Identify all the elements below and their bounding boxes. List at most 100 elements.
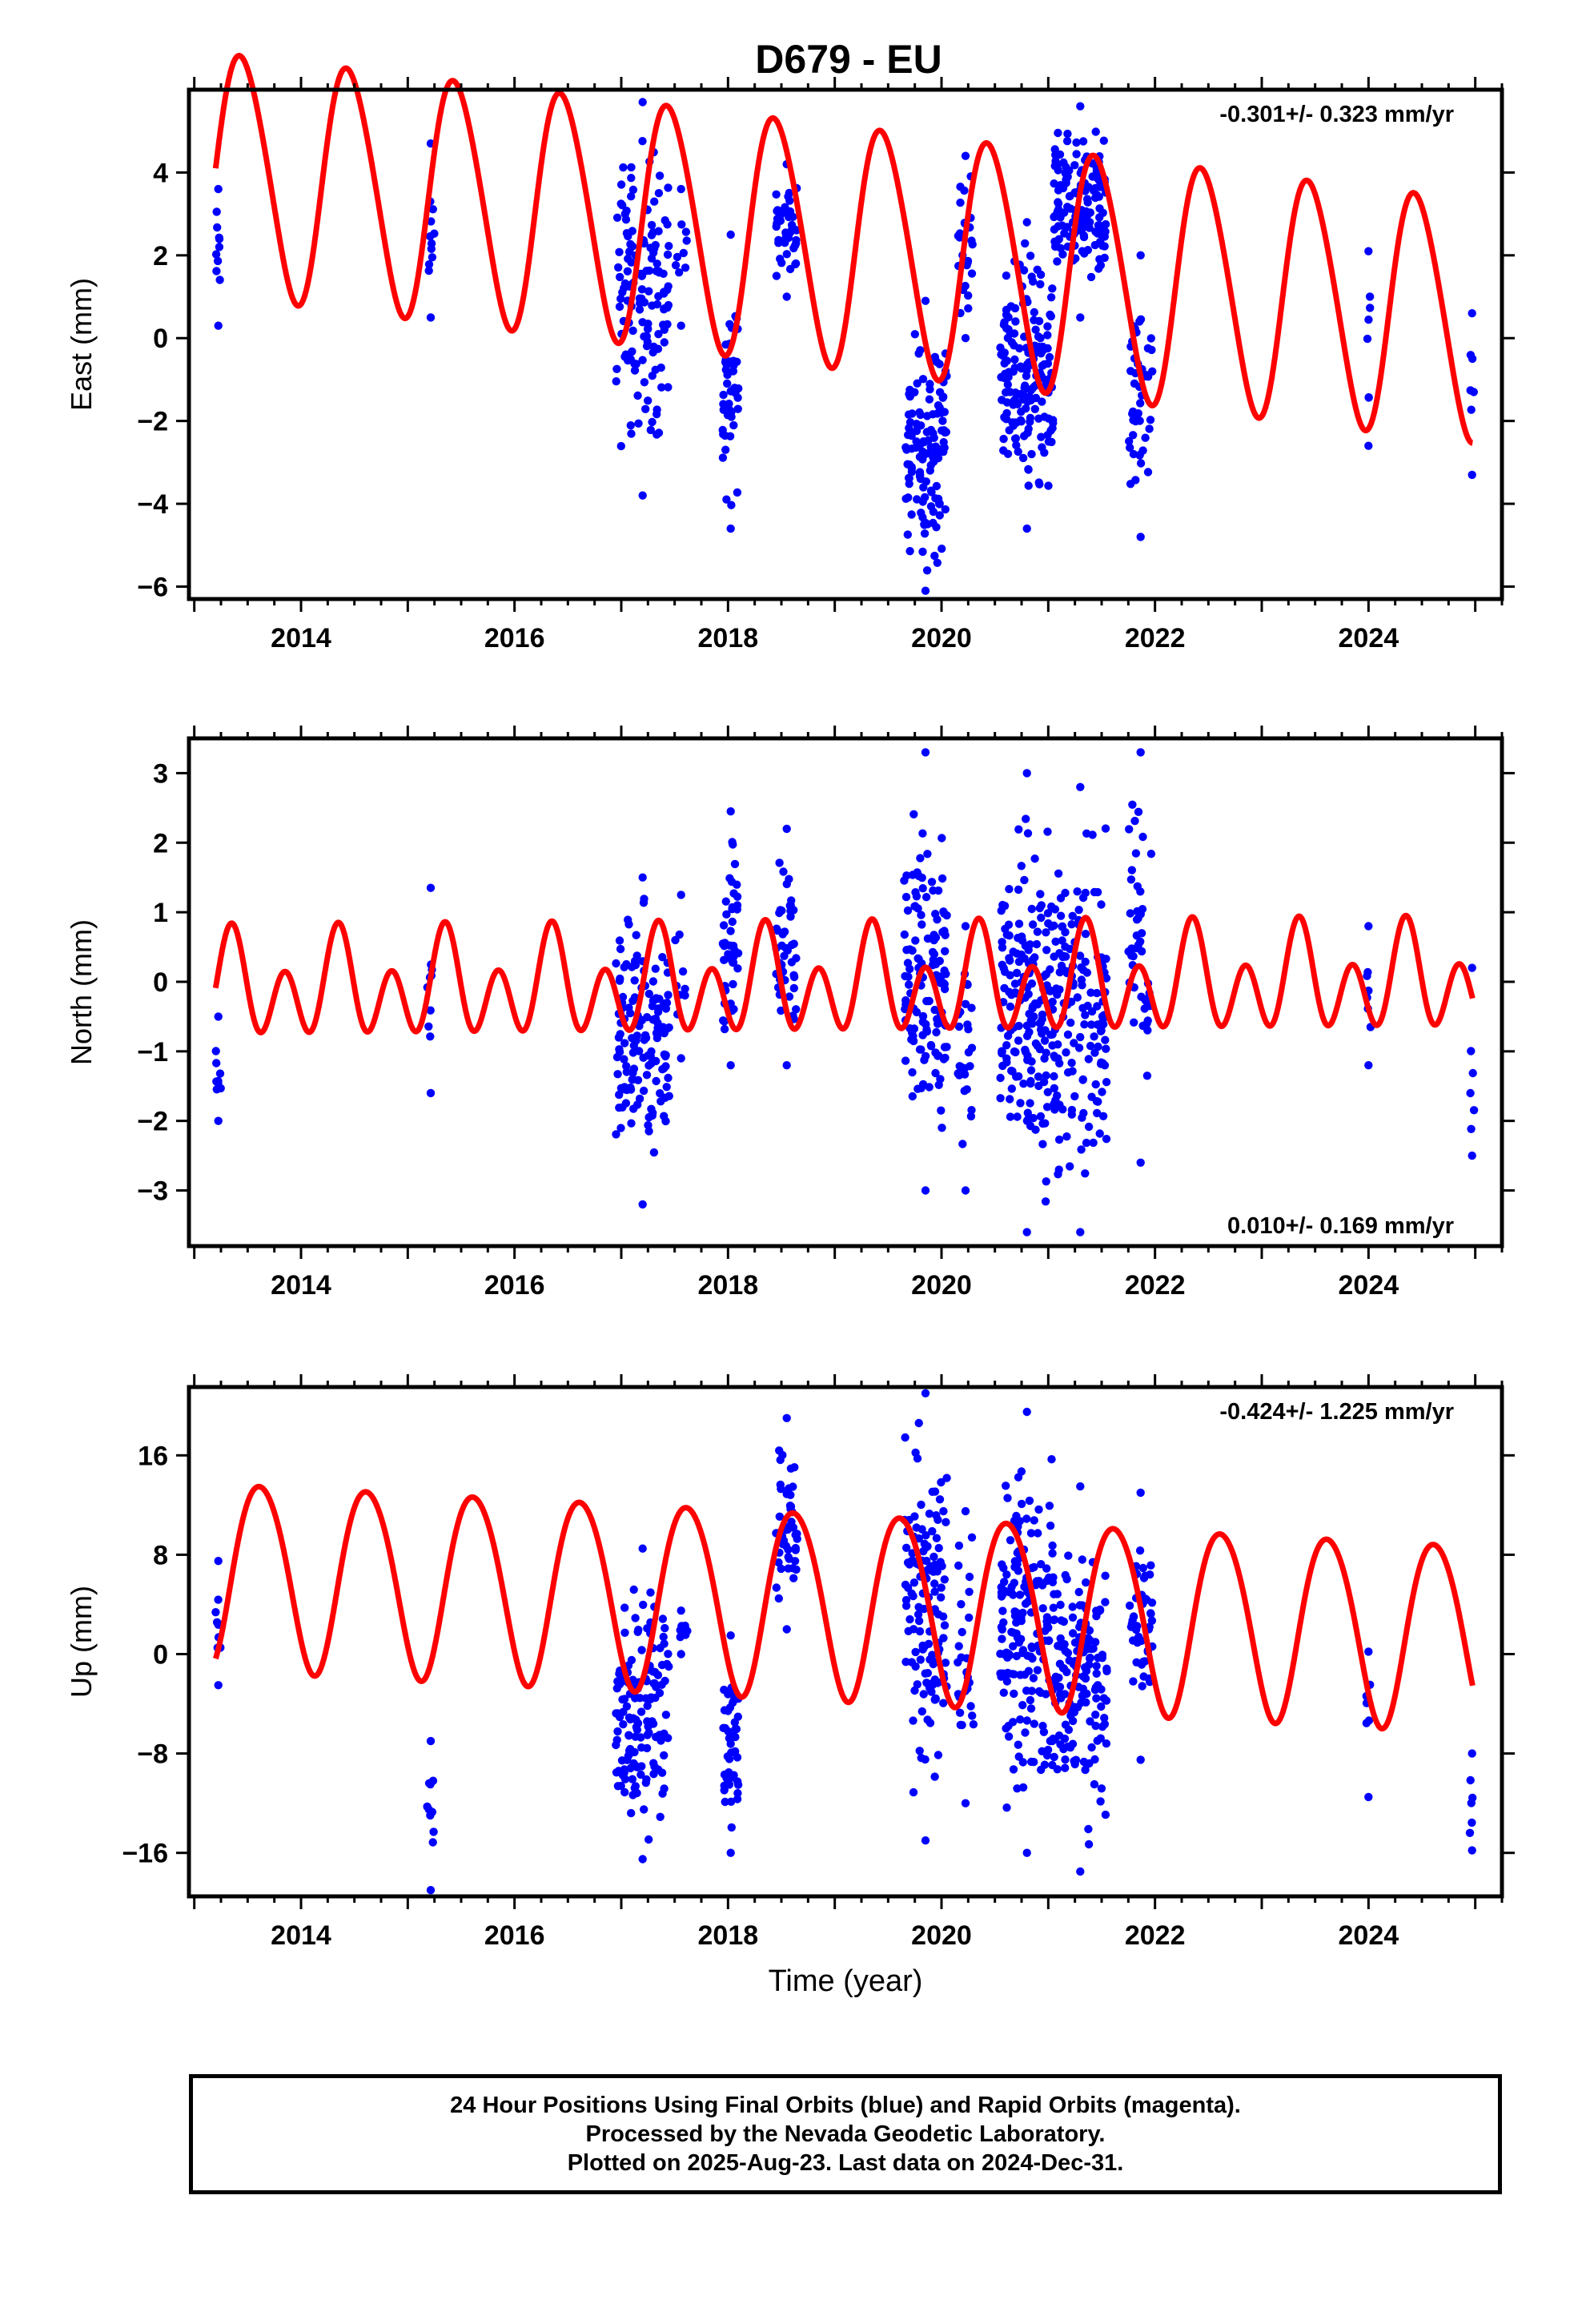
data-point [1050,242,1060,251]
data-point [1068,1716,1078,1726]
data-point [214,1681,223,1690]
data-point [659,1064,669,1073]
data-point [728,917,737,927]
data-point [1050,1752,1058,1762]
data-point [619,1720,628,1729]
data-point [1022,524,1031,533]
data-point [214,184,223,194]
data-point [941,1659,950,1667]
data-point [1098,1059,1107,1068]
data-point [900,930,909,939]
data-point [1056,1634,1065,1643]
data-point [789,1523,798,1532]
y-tick-label: −6 [137,572,168,602]
data-point [930,1579,939,1588]
data-point [1058,183,1068,193]
data-point [913,1680,922,1689]
data-point [903,530,913,539]
data-point [1095,204,1104,213]
data-point [1082,968,1092,977]
data-point [1031,1039,1041,1048]
data-point [1143,1026,1152,1035]
data-point [969,1720,978,1729]
data-point [1038,443,1046,452]
data-point [1097,900,1106,909]
data-point [926,502,936,511]
data-point [718,453,728,462]
data-point [1024,1667,1034,1675]
data-point [730,1718,739,1727]
data-point [1099,227,1109,235]
data-point [1009,1590,1018,1599]
data-point [1043,827,1052,836]
data-point [1040,1036,1050,1045]
observation-points [211,98,1479,595]
data-point [1085,1759,1094,1768]
data-point [1086,1653,1094,1663]
data-point [933,558,942,567]
data-point [1002,1570,1011,1579]
data-point [624,356,632,365]
data-point [1091,127,1100,136]
data-point [1042,1690,1050,1699]
data-point [938,545,946,553]
data-point [725,874,734,883]
y-tick-label: 0 [153,967,168,998]
data-point [782,250,791,259]
data-point [1078,1684,1088,1693]
y-axis-label: East (mm) [65,278,98,411]
data-point [913,1084,922,1093]
data-point [1147,345,1156,355]
data-point [729,356,738,365]
data-point [616,944,625,954]
data-point [1000,1578,1009,1586]
data-point [1006,1112,1015,1121]
data-point [1006,956,1014,965]
data-point [1002,1803,1011,1812]
data-point [789,1574,798,1582]
data-point [921,296,930,305]
data-point [733,1789,742,1798]
data-point [1468,1151,1476,1160]
data-point [778,1450,787,1460]
data-point [671,261,681,270]
data-point [930,934,939,943]
data-point [793,1530,801,1538]
data-point [726,807,735,816]
x-tick-label: 2018 [698,623,759,653]
data-point [942,1518,950,1526]
data-point [928,1487,937,1497]
data-point [617,1756,627,1765]
data-point [958,1140,967,1148]
data-point [618,1695,627,1704]
data-point [622,1068,631,1076]
data-point [907,1658,917,1667]
data-point [722,910,731,919]
data-point [1032,939,1042,949]
data-point [661,1116,670,1126]
data-point [1102,1078,1111,1087]
data-point [677,1650,685,1659]
data-point [1128,800,1137,809]
data-point [677,1054,685,1063]
data-point [1009,367,1018,376]
data-point [786,1490,795,1500]
x-tick-label: 2014 [271,623,331,653]
data-point [721,897,730,906]
data-point [909,1024,919,1033]
data-point [654,227,663,235]
data-point [1066,1018,1075,1027]
data-point [782,824,791,834]
data-point [725,1734,734,1743]
data-point [1093,191,1102,200]
data-point [1090,1032,1098,1041]
data-point [214,1012,223,1021]
data-point [616,294,625,304]
data-point [921,586,930,595]
data-point [1060,1640,1069,1649]
data-point [1087,1743,1096,1752]
data-point [1031,325,1040,334]
data-point [961,1186,970,1195]
data-point [910,330,920,339]
data-point [1137,947,1146,956]
